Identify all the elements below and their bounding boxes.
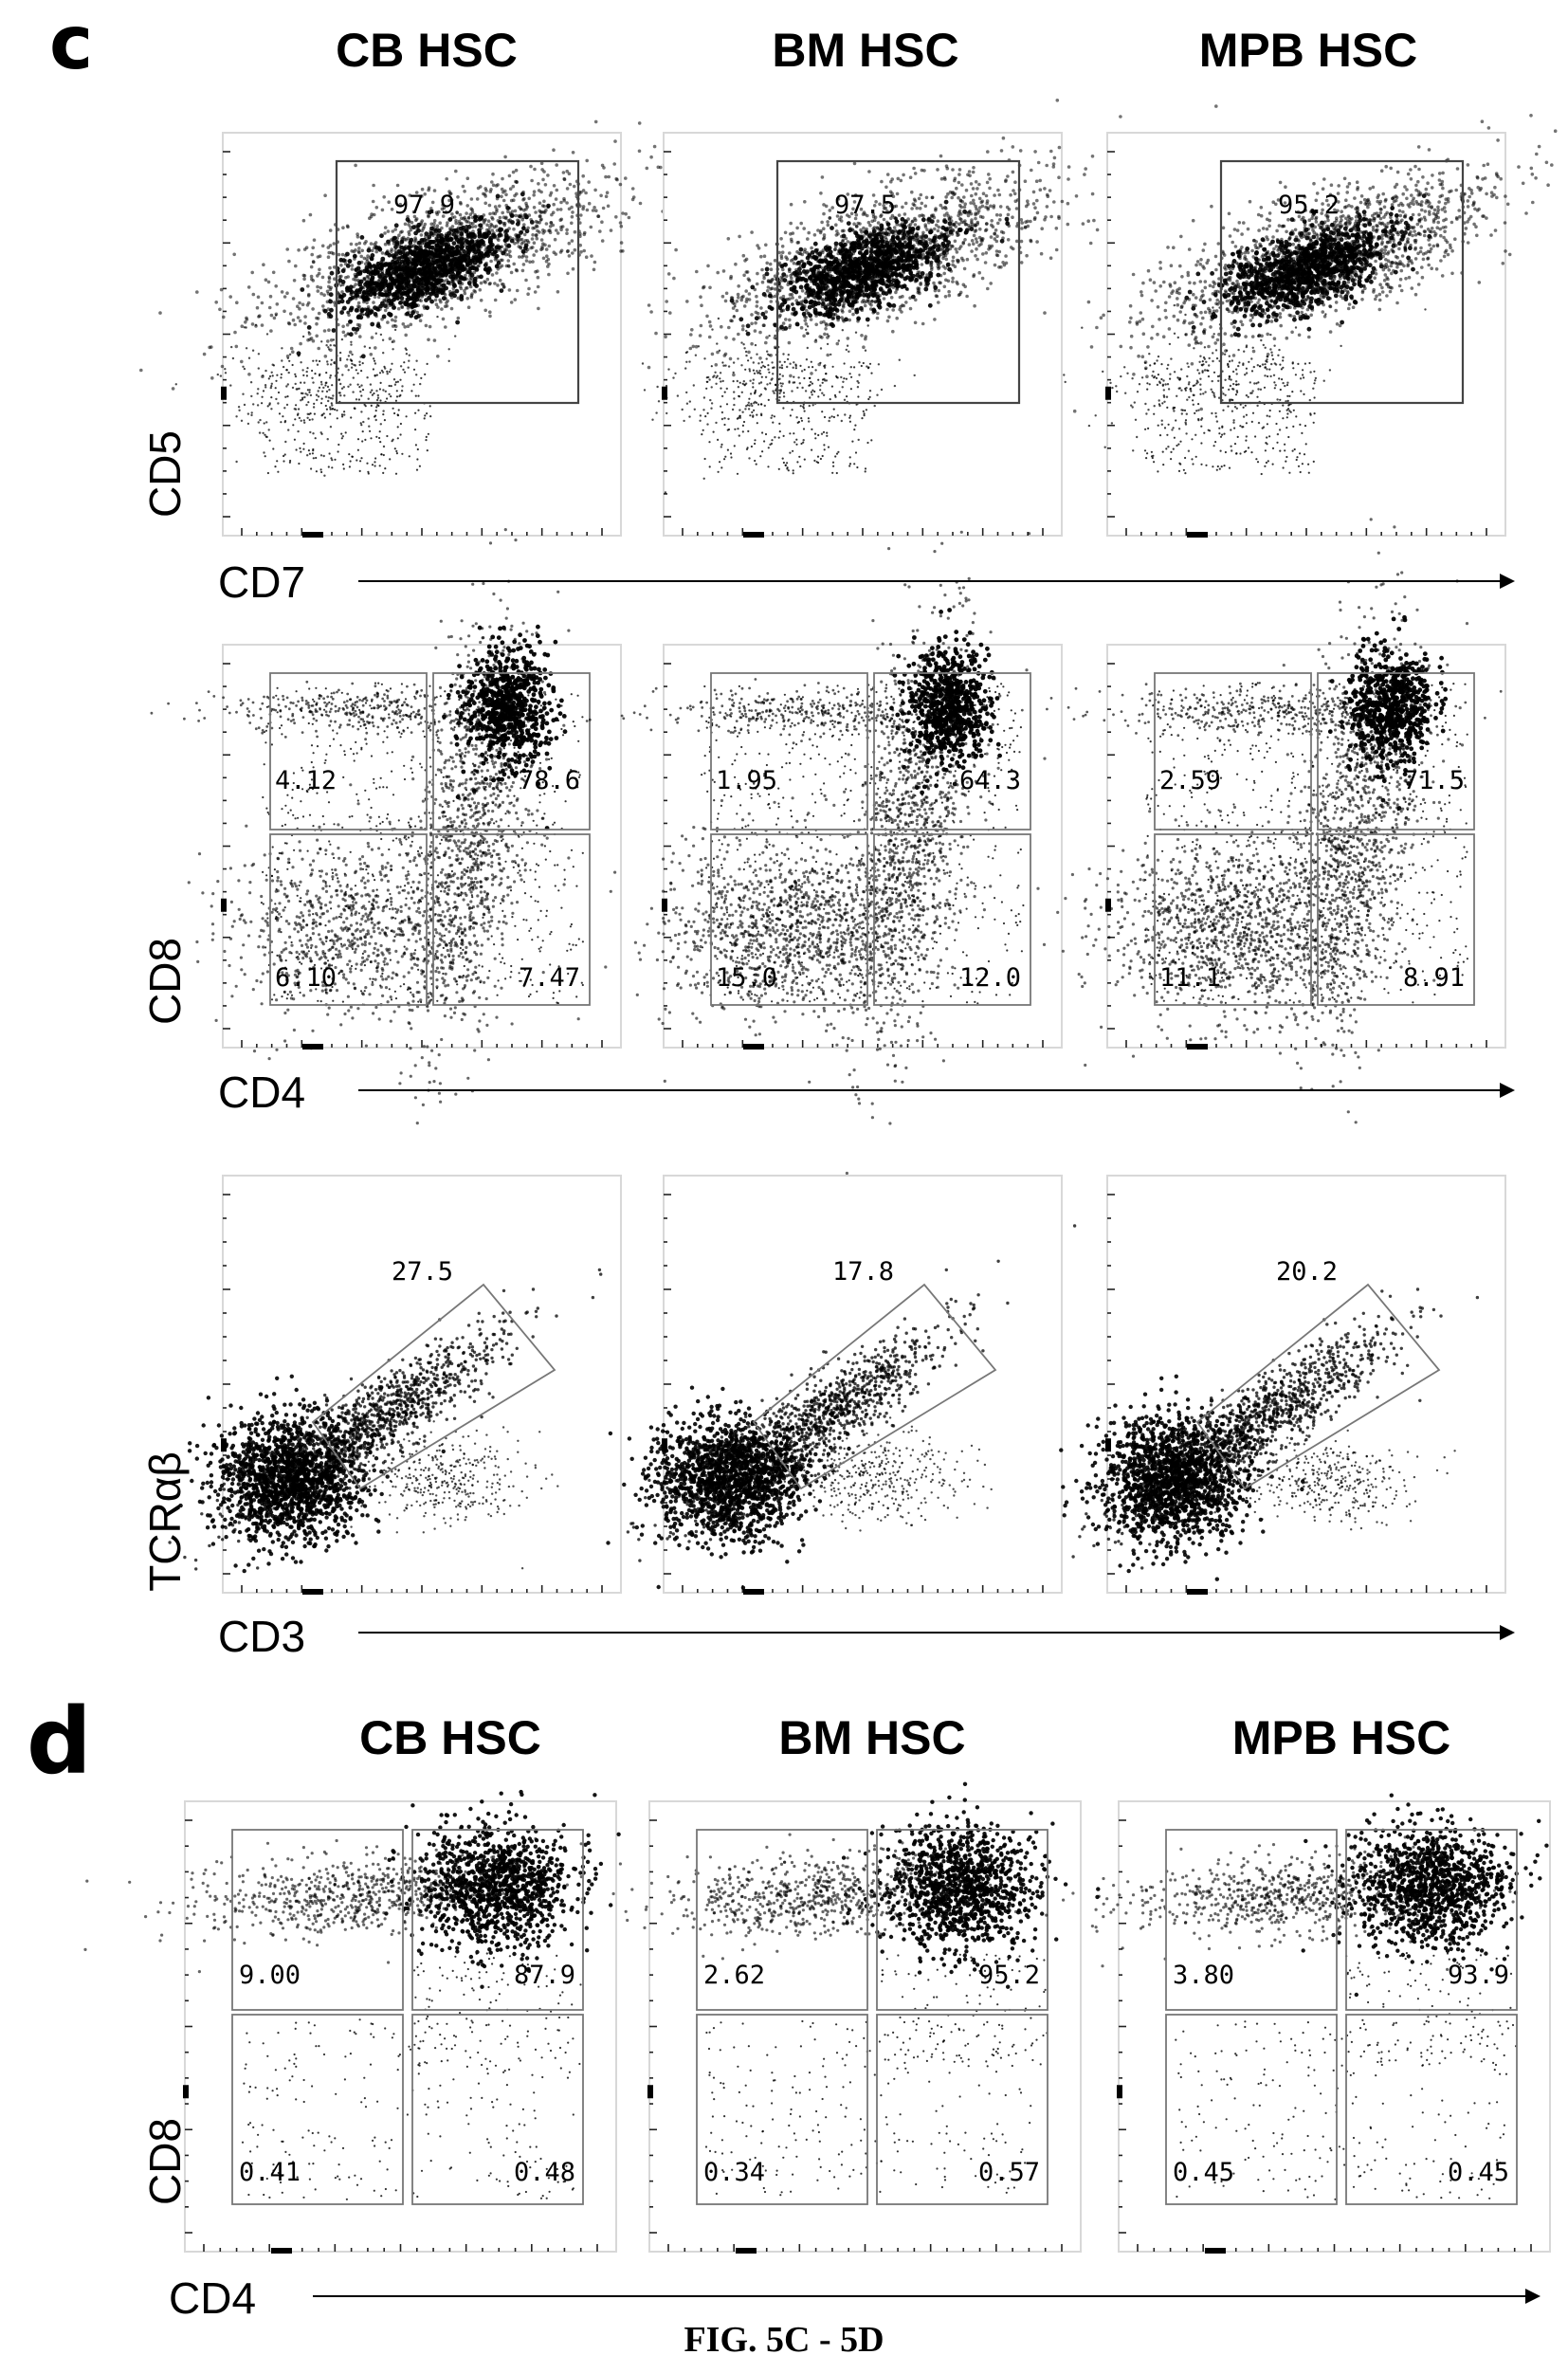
panel-letter-d: d — [27, 1688, 92, 1795]
ylabel-row3: TCRαβ — [140, 1451, 190, 1592]
xlabel-row1: CD7 — [218, 557, 305, 607]
column-title-c-cb: CB HSC — [336, 24, 518, 77]
x-axis-arrowhead-d — [1525, 2289, 1541, 2304]
plot-row2-1: 1.95 64.3 15.0 12.0 — [577, 531, 1088, 1175]
gate-label: 71.5 — [1403, 766, 1465, 795]
xlabel-d: CD4 — [169, 2273, 256, 2323]
ylabel-row1: CD5 — [140, 430, 190, 518]
column-title-d-bm: BM HSC — [778, 1711, 965, 1764]
figure-caption: FIG. 5C - 5D — [684, 2320, 884, 2360]
plot-row1-2: 95.2 — [1043, 114, 1568, 538]
plot-row3-1: 17.8 — [606, 1176, 1076, 1595]
gate-label: 0.45 — [1173, 2158, 1234, 2187]
gate-label: 20.2 — [1276, 1257, 1338, 1287]
plot-row2-2: 2.59 71.5 11.1 8.91 — [1036, 518, 1505, 1195]
gate-label: 4.12 — [275, 766, 337, 795]
column-title-d-cb: CB HSC — [359, 1711, 541, 1764]
xlabel-row2: CD4 — [218, 1068, 305, 1117]
gate-label: 7.47 — [519, 963, 580, 993]
gate-label: 97.5 — [834, 191, 896, 220]
gate-label: 12.0 — [959, 963, 1021, 993]
gate-label: 0.34 — [703, 2158, 765, 2187]
plot-row3-0: 27.5 — [168, 1176, 621, 1595]
gate-label: 78.6 — [519, 766, 580, 795]
ylabel-row2: CD8 — [140, 938, 190, 1025]
gate-label: 87.9 — [514, 1961, 575, 1990]
gate-label: 0.41 — [239, 2158, 301, 2187]
panel-letter-c: c — [49, 1, 93, 86]
ylabel-d: CD8 — [140, 2118, 190, 2205]
plot-row1-0: 97.9 — [139, 120, 703, 538]
gate-label: 64.3 — [959, 766, 1021, 795]
x-axis-arrowhead-row1 — [1500, 574, 1515, 589]
gate-label: 2.62 — [703, 1961, 765, 1990]
gate-label: 15.0 — [716, 963, 777, 993]
column-title-c-bm: BM HSC — [772, 24, 958, 77]
gate-label: 97.9 — [393, 191, 455, 220]
gate-label: 93.9 — [1448, 1961, 1509, 1990]
gate-label: 27.5 — [392, 1257, 453, 1287]
gate-label: 6.10 — [275, 963, 337, 993]
xlabel-row3: CD3 — [218, 1612, 305, 1661]
column-title-c-mpb: MPB HSC — [1199, 24, 1418, 77]
plot-d-2: 3.80 93.9 0.45 0.45 — [1045, 1794, 1550, 2254]
plot-row3-2: 20.2 — [1059, 1176, 1505, 1595]
x-axis-arrowhead-row2 — [1500, 1083, 1515, 1098]
gate-label: 2.59 — [1159, 766, 1221, 795]
plot-d-1: 2.62 95.2 0.34 0.57 — [612, 1782, 1101, 2254]
gate-label: 17.8 — [832, 1257, 894, 1287]
gate-label: 0.45 — [1448, 2158, 1509, 2187]
gate-label: 0.48 — [514, 2158, 575, 2187]
gate-label: 9.00 — [239, 1961, 301, 1990]
gate-label: 11.1 — [1159, 963, 1221, 993]
gate-label: 1.95 — [716, 766, 777, 795]
gate-label: 95.2 — [978, 1961, 1040, 1990]
x-axis-arrowhead-row3 — [1500, 1625, 1515, 1640]
column-title-d-mpb: MPB HSC — [1232, 1711, 1451, 1764]
gate-label: 0.57 — [978, 2158, 1040, 2187]
gate-label: 3.80 — [1173, 1961, 1234, 1990]
gate-label: 95.2 — [1278, 191, 1340, 220]
gate-label: 8.91 — [1403, 963, 1465, 993]
